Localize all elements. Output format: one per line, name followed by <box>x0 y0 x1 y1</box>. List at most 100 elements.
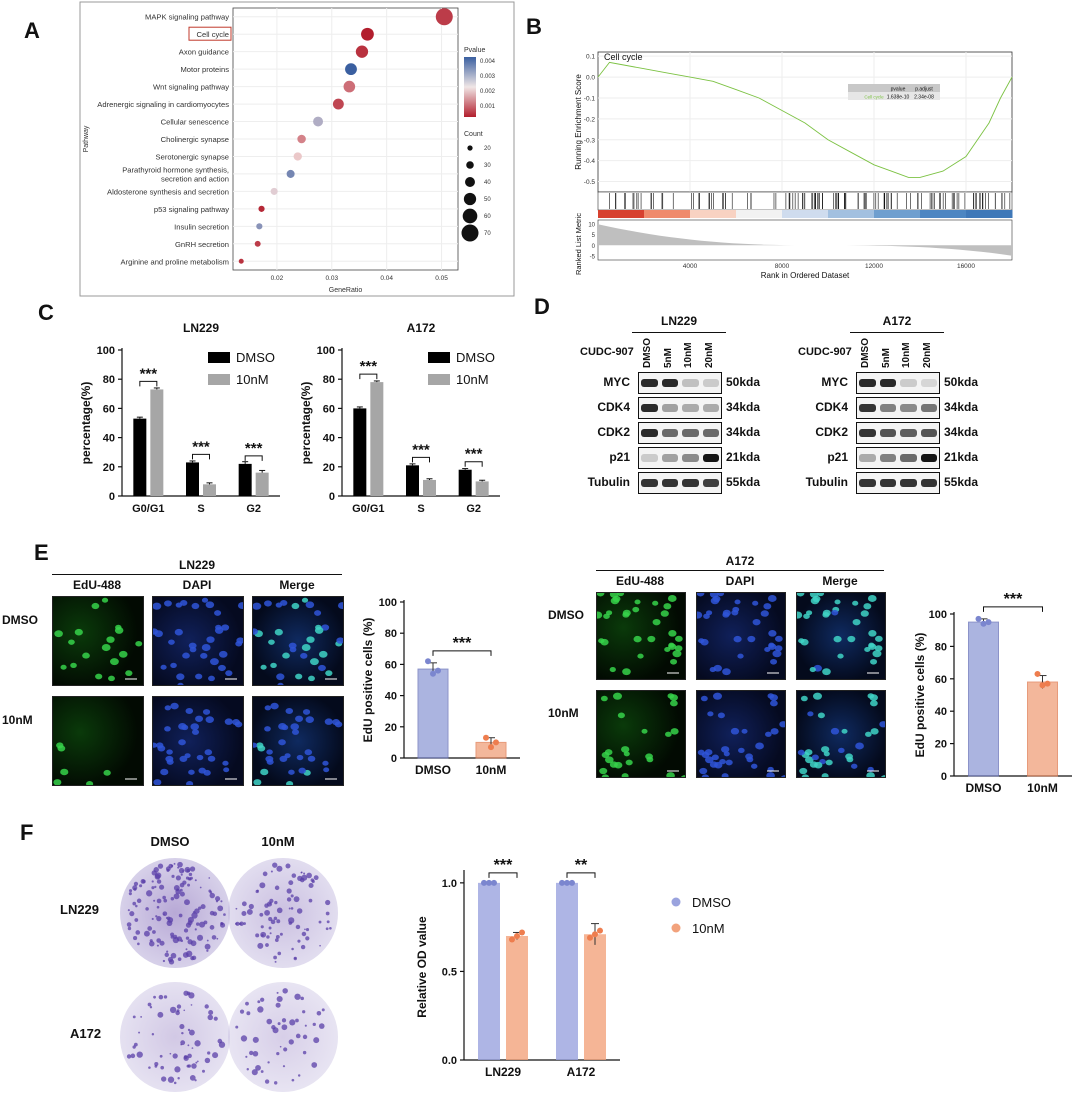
colony <box>261 934 264 937</box>
colony <box>268 917 273 922</box>
nucleus <box>800 695 808 702</box>
colony <box>155 915 158 918</box>
colony <box>312 1022 316 1027</box>
nucleus <box>766 772 775 777</box>
nucleus <box>82 652 90 659</box>
panel-label-b: B <box>526 14 542 39</box>
x-tick-label: 0.02 <box>271 275 284 282</box>
significance-label: *** <box>1004 591 1023 608</box>
nucleus <box>812 595 821 603</box>
colony <box>220 900 223 903</box>
colony <box>156 938 161 943</box>
colony <box>252 1050 259 1057</box>
nucleus <box>838 747 845 754</box>
nucleus <box>770 728 779 735</box>
colony <box>276 995 283 1003</box>
nucleus <box>166 749 173 755</box>
colony <box>195 1061 198 1064</box>
nucleus <box>855 742 864 750</box>
nucleus <box>265 755 274 763</box>
colony <box>190 1004 193 1006</box>
colony <box>202 1069 205 1073</box>
colony <box>207 1051 211 1055</box>
significance-bracket <box>192 453 210 460</box>
colony <box>212 1052 219 1059</box>
colony <box>146 890 153 897</box>
cell-nuclei <box>153 597 243 685</box>
y-tick-label: 0 <box>329 491 335 503</box>
dot-point <box>313 116 324 127</box>
colony <box>176 1009 180 1013</box>
nucleus <box>797 593 805 597</box>
nucleus <box>731 609 739 616</box>
nucleus <box>204 749 213 756</box>
colony <box>204 1057 211 1064</box>
data-point <box>493 739 499 746</box>
nucleus <box>201 644 211 652</box>
pathway-label: Motor proteins <box>180 65 229 74</box>
edu-chart-ln229: 0 20 40 60 80 100 EdU positive cells (%) DMSO 10… <box>361 597 520 777</box>
nucleus <box>821 746 830 753</box>
colony <box>169 1052 172 1055</box>
count-legend-dot <box>467 145 473 151</box>
colony <box>208 889 212 893</box>
colony <box>170 932 175 937</box>
nucleus <box>803 613 810 619</box>
colony <box>156 905 160 909</box>
nucleus <box>622 668 631 676</box>
data-point <box>1044 680 1051 687</box>
nucleus <box>295 715 304 722</box>
pathway-label: p53 signaling pathway <box>154 205 229 214</box>
colony <box>185 950 193 958</box>
pathway-label: Insulin secretion <box>174 222 229 231</box>
data-point <box>491 879 497 886</box>
count-tick-label: 60 <box>484 214 491 220</box>
y-tick-label: -0.4 <box>584 158 596 165</box>
count-legend-dot <box>461 224 479 242</box>
nucleus <box>115 624 122 630</box>
data-point <box>980 620 987 627</box>
nucleus <box>285 707 294 715</box>
blot-band <box>879 454 896 462</box>
nucleus <box>310 658 319 666</box>
legend-marker <box>671 923 681 933</box>
colony <box>163 913 165 916</box>
y-tick-label: 20 <box>385 722 397 734</box>
colony <box>297 875 303 881</box>
nucleus <box>288 642 297 649</box>
colony <box>171 874 175 878</box>
nucleus <box>215 624 222 630</box>
pvalue-colorbar <box>464 57 476 117</box>
nucleus <box>206 636 215 643</box>
y-tick-label: 100 <box>379 597 397 609</box>
significance-label: *** <box>494 857 513 874</box>
count-legend-dot <box>463 192 477 206</box>
colony <box>293 896 300 903</box>
nucleus <box>781 775 785 777</box>
y-tick-label: -5 <box>590 254 596 260</box>
dot-point <box>254 240 261 247</box>
colony <box>130 1053 136 1059</box>
data-point <box>985 619 992 626</box>
nucleus <box>881 775 885 777</box>
y-tick-label: 0 <box>592 244 596 250</box>
nucleus <box>868 630 877 637</box>
dot-point <box>270 187 278 195</box>
y-tick-label: 80 <box>323 374 335 386</box>
colony <box>248 903 254 910</box>
colony <box>158 994 164 1000</box>
data-point <box>481 879 487 886</box>
nucleus <box>291 602 300 610</box>
nucleus <box>264 705 272 711</box>
nucleus <box>168 639 175 645</box>
colony-dish <box>228 858 338 968</box>
count-tick-label: 50 <box>484 197 491 203</box>
nucleus <box>270 702 279 710</box>
y-tick-label: 80 <box>935 641 947 653</box>
colony <box>187 1044 190 1047</box>
blot-band <box>702 379 719 387</box>
nucleus <box>301 644 311 652</box>
pathway-label: Cell cycle <box>197 30 230 39</box>
colony <box>151 886 155 890</box>
nucleus <box>652 618 661 626</box>
